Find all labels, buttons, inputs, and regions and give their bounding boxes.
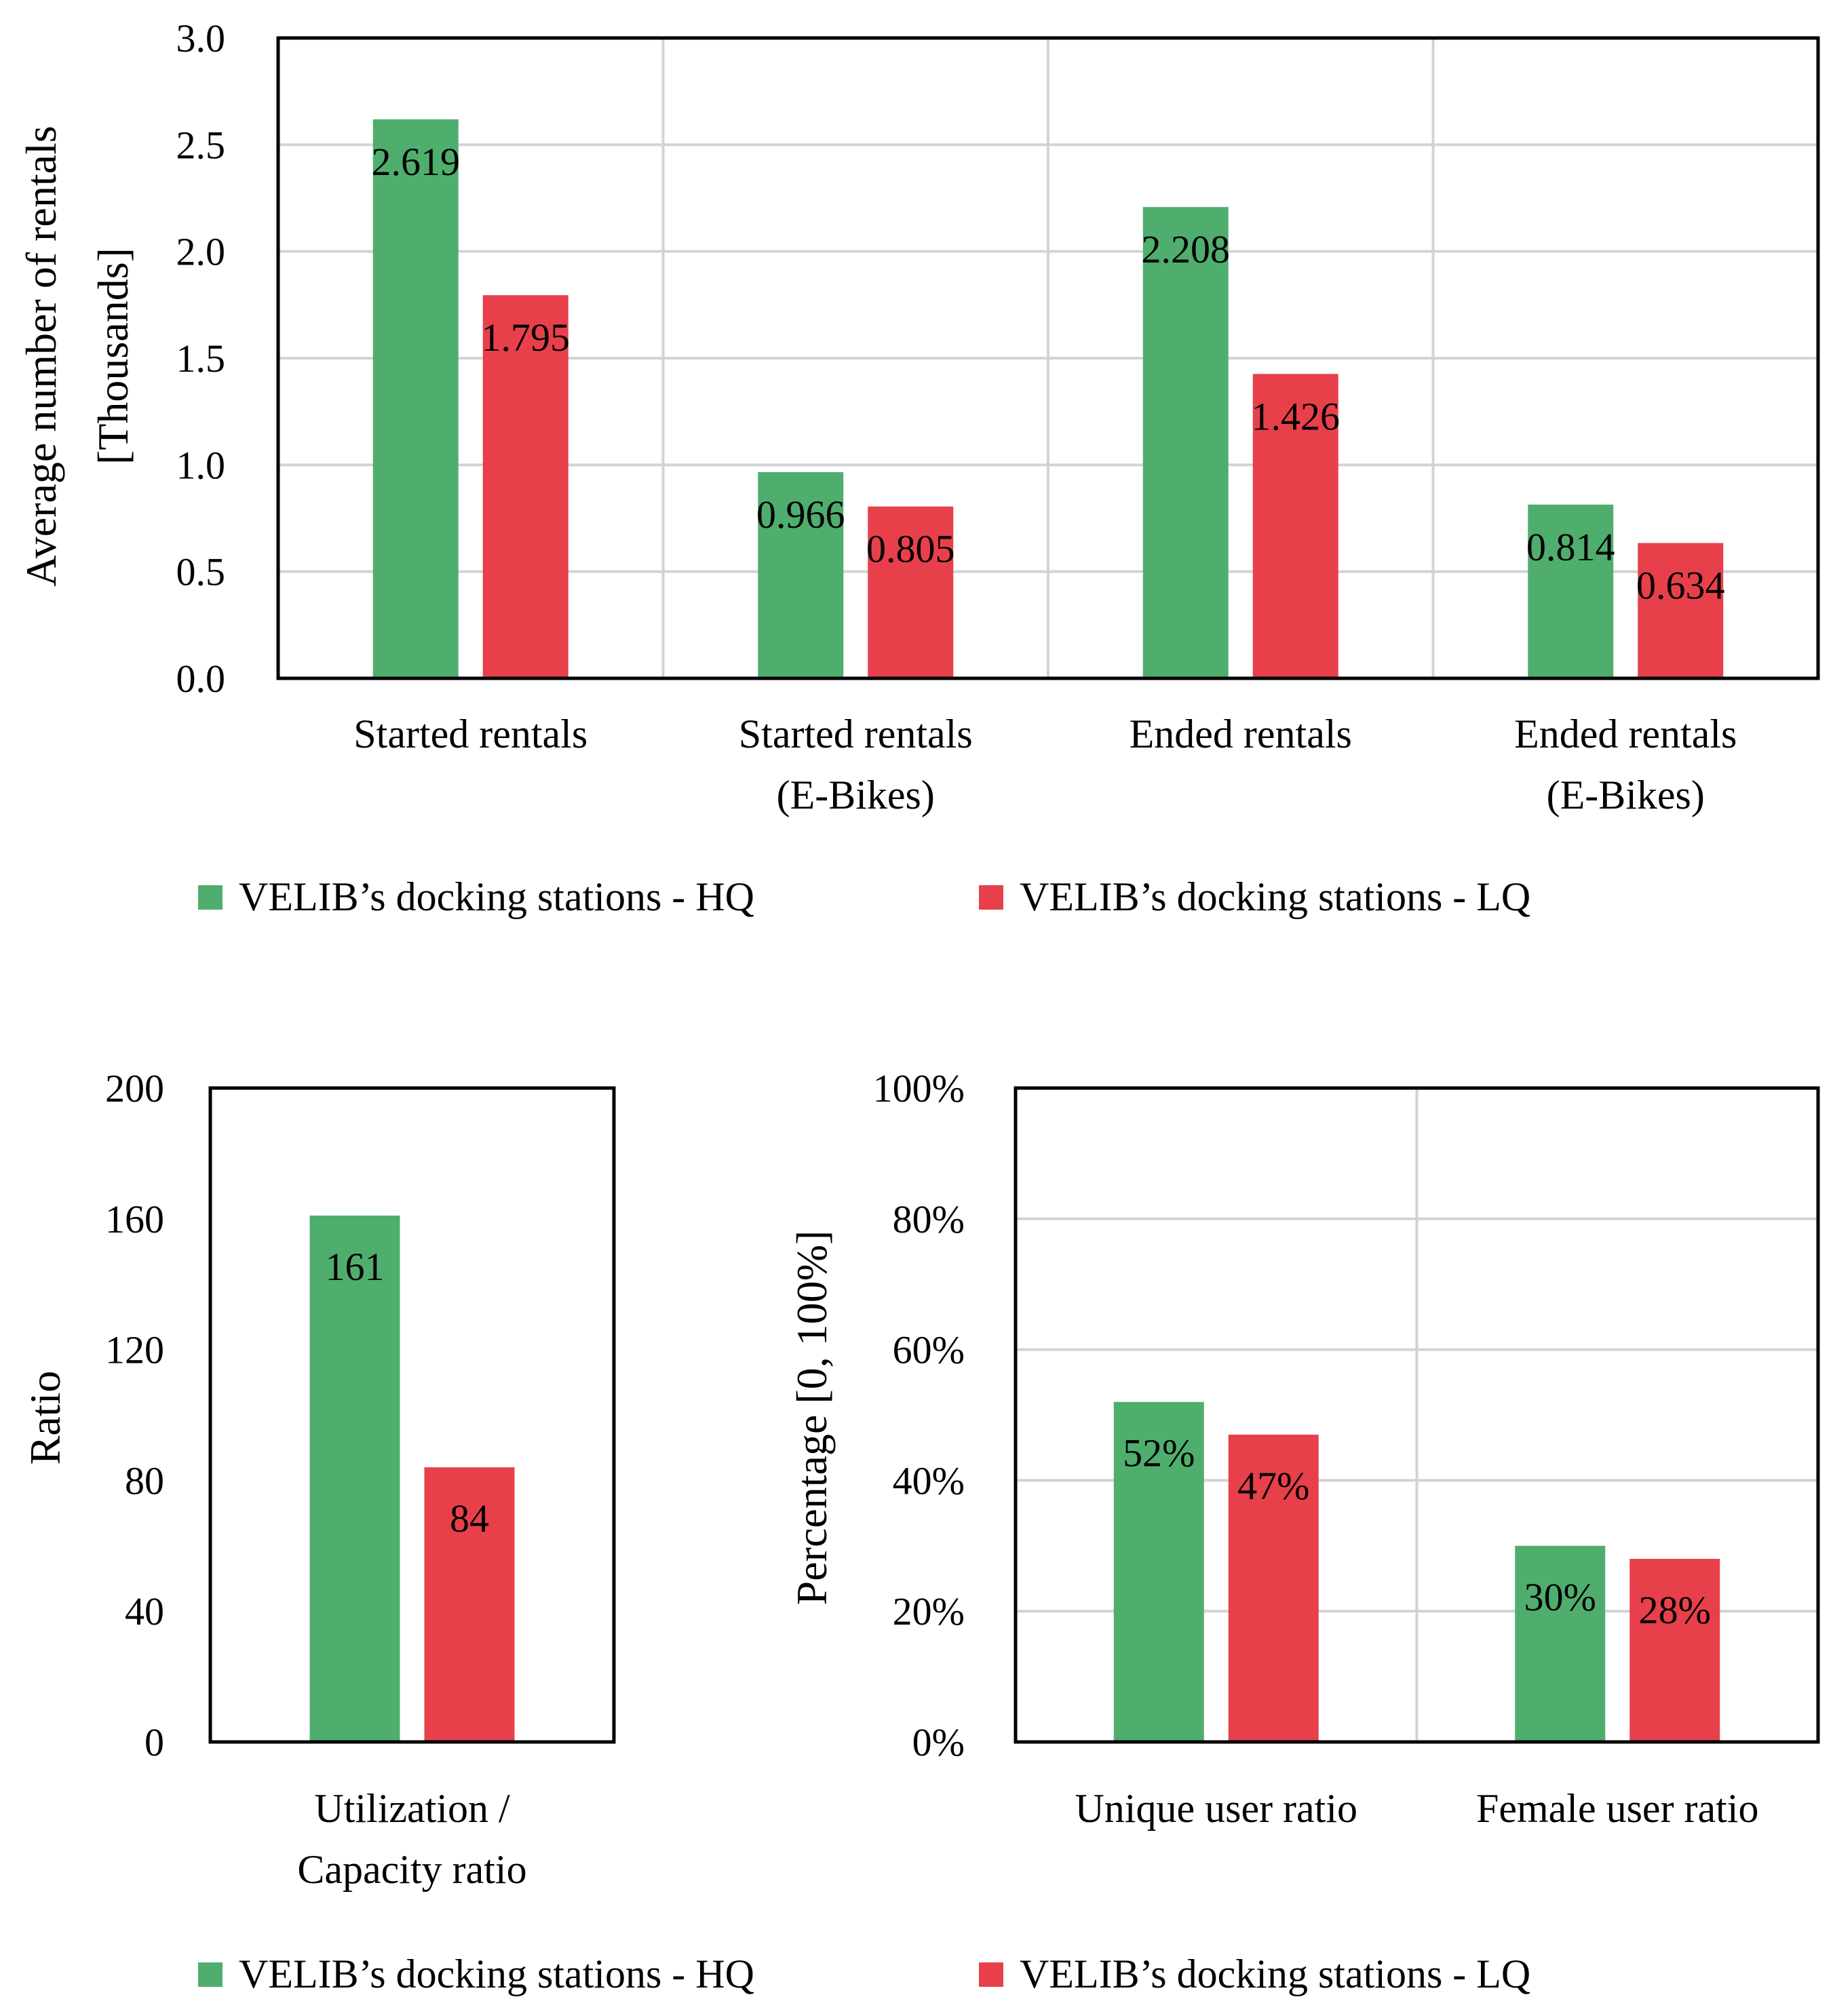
data-label-lq: 1.426 — [1252, 394, 1340, 438]
bar-hq — [372, 119, 459, 678]
x-category-label: Unique user ratio — [1075, 1786, 1357, 1831]
bar-hq — [309, 1215, 400, 1742]
plot-frame — [1014, 1086, 1820, 1744]
chart-percentage: 0% 20% 40% 60% 80% 100% 52% 47% Unique user rati… — [788, 1066, 1820, 1831]
bar-hq — [1142, 207, 1229, 678]
chart-ratio-y-axis-title: Ratio — [21, 1371, 69, 1465]
legend-bottom: VELIB’s docking stations - HQ VELIB’s do… — [198, 1952, 1530, 1996]
chart-percentage-frame — [1014, 1086, 1820, 1744]
y-tick-label: 0% — [912, 1720, 965, 1764]
legend-top: VELIB’s docking stations - HQ VELIB’s do… — [198, 874, 1530, 919]
chart-percentage-y-axis-title: Percentage [0, 100%] — [788, 1230, 836, 1606]
y-tick-label: 2.0 — [176, 230, 226, 274]
data-label-lq: 84 — [450, 1496, 489, 1540]
bar-lq — [1252, 374, 1338, 678]
chart-percentage-bars — [1113, 1401, 1720, 1742]
x-category-label: Started rentals — [353, 712, 587, 756]
bar-lq — [1629, 1559, 1720, 1742]
y-tick-label: 2.5 — [176, 123, 226, 167]
data-label-hq: 0.814 — [1526, 525, 1615, 569]
y-tick-label: 3.0 — [176, 16, 226, 60]
x-category-label: Female user ratio — [1476, 1786, 1759, 1831]
y-tick-label: 20% — [893, 1589, 965, 1633]
legend-bottom-hq-label: VELIB’s docking stations - HQ — [239, 1952, 754, 1996]
bar-hq — [758, 472, 844, 678]
bar-lq — [482, 295, 568, 678]
y-tick-label: 40 — [125, 1589, 164, 1633]
y-tick-label: 40% — [893, 1458, 965, 1503]
legend-top-lq-label: VELIB’s docking stations - LQ — [1020, 874, 1530, 919]
chart-rentals: 0.0 0.5 1.0 1.5 2.0 2.5 3.0 2.619 1.795 Started r… — [17, 16, 1820, 817]
data-label-hq: 30% — [1524, 1575, 1596, 1619]
x-category-label: Ended rentals — [1130, 712, 1352, 756]
y-tick-label: 80% — [893, 1197, 965, 1241]
x-category-label: Ended rentals — [1514, 712, 1737, 756]
y-tick-label: 0 — [144, 1720, 164, 1764]
chart-rentals-frame — [276, 36, 1820, 680]
data-label-lq: 0.805 — [866, 527, 955, 571]
data-label-hq: 2.208 — [1142, 227, 1231, 271]
legend-top-lq-swatch — [979, 885, 1003, 910]
bar-lq — [868, 506, 954, 678]
data-label-hq: 52% — [1123, 1431, 1195, 1475]
data-label-hq: 0.966 — [756, 492, 845, 537]
legend-top-hq-label: VELIB’s docking stations - HQ — [239, 874, 754, 919]
chart-ratio-frame — [208, 1086, 616, 1744]
chart-rentals-y-axis-title-line1: Average number of rentals — [17, 125, 65, 586]
chart-ratio-labels: 0 40 80 120 160 200 161 84 Utilization / Capacity… — [105, 1066, 527, 1892]
chart-rentals-bars — [372, 119, 1724, 678]
y-tick-label: 1.5 — [176, 336, 226, 381]
x-category-label: (E-Bikes) — [1547, 773, 1705, 817]
y-tick-label: 1.0 — [176, 443, 226, 487]
data-label-lq: 28% — [1639, 1588, 1711, 1632]
bar-lq — [1638, 543, 1724, 678]
bar-hq — [1528, 504, 1614, 678]
chart-rentals-y-axis-title-line2: [Thousands] — [89, 248, 137, 465]
data-label-lq: 0.634 — [1636, 564, 1725, 608]
legend-bottom-lq-label: VELIB’s docking stations - LQ — [1020, 1952, 1530, 1996]
chart-rentals-labels: 0.0 0.5 1.0 1.5 2.0 2.5 3.0 2.619 1.795 Started r… — [176, 16, 1737, 817]
y-tick-label: 160 — [105, 1197, 164, 1241]
chart-ratio: 0 40 80 120 160 200 161 84 Utilization / Capacity… — [21, 1066, 616, 1892]
y-tick-label: 200 — [105, 1066, 164, 1110]
x-category-label: Utilization / — [314, 1786, 510, 1831]
y-tick-label: 100% — [873, 1066, 965, 1110]
bar-hq — [1113, 1401, 1204, 1742]
bar-lq — [424, 1467, 515, 1742]
plot-frame — [208, 1086, 616, 1744]
chart-ratio-bars — [309, 1215, 515, 1742]
bar-lq — [1228, 1434, 1319, 1742]
bar-hq — [1515, 1545, 1606, 1742]
x-category-label: Started rentals — [739, 712, 973, 756]
legend-bottom-lq-swatch — [979, 1962, 1003, 1987]
y-tick-label: 0.5 — [176, 550, 226, 594]
chart-percentage-labels: 0% 20% 40% 60% 80% 100% 52% 47% Unique user rati… — [873, 1066, 1759, 1831]
legend-bottom-hq-swatch — [198, 1962, 223, 1987]
data-label-hq: 161 — [326, 1245, 385, 1289]
x-category-label: Capacity ratio — [297, 1847, 526, 1892]
y-tick-label: 0.0 — [176, 657, 226, 701]
y-tick-label: 80 — [125, 1458, 164, 1503]
data-label-hq: 2.619 — [372, 140, 461, 184]
y-tick-label: 60% — [893, 1328, 965, 1372]
x-category-label: (E-Bikes) — [777, 773, 935, 817]
data-label-lq: 47% — [1237, 1464, 1309, 1508]
legend-top-hq-swatch — [198, 885, 223, 910]
plot-frame — [276, 36, 1820, 680]
y-tick-label: 120 — [105, 1328, 164, 1372]
data-label-lq: 1.795 — [482, 315, 571, 360]
